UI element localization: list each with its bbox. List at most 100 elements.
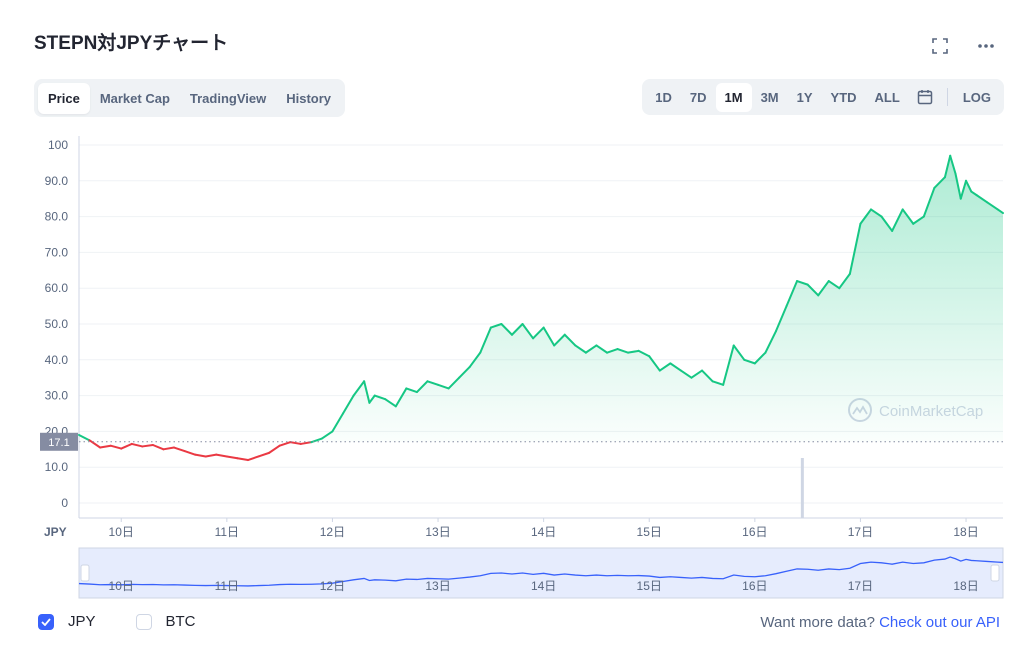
price-line-segment xyxy=(278,441,292,447)
price-line-segment xyxy=(959,179,968,200)
range-1m[interactable]: 1M xyxy=(715,82,752,112)
range-ytd[interactable]: YTD xyxy=(830,89,857,105)
x-tick-label: 17日 xyxy=(848,525,873,539)
navigator-tick-label: 14日 xyxy=(531,579,556,593)
legend-btc-label: BTC xyxy=(165,613,196,630)
range-7d[interactable]: 7D xyxy=(689,89,707,105)
price-line-segment xyxy=(711,380,725,386)
legend-btc[interactable]: BTC xyxy=(135,613,196,630)
calendar-icon[interactable] xyxy=(909,83,941,111)
price-line-segment xyxy=(257,451,271,458)
price-line-segment xyxy=(870,208,883,218)
fullscreen-icon[interactable] xyxy=(930,36,950,56)
price-line-segment xyxy=(141,444,154,448)
price-line-segment xyxy=(806,283,820,297)
price-line-segment xyxy=(679,369,693,379)
navigator-handle-left[interactable] xyxy=(80,564,90,582)
price-line-segment xyxy=(943,154,952,179)
range-divider xyxy=(946,88,948,106)
legend-jpy[interactable]: JPY xyxy=(38,613,96,630)
jpy-checkbox[interactable] xyxy=(38,613,54,630)
price-line-segment xyxy=(447,376,461,390)
price-area-fill xyxy=(79,155,1003,442)
price-line-segment xyxy=(363,380,371,404)
price-line-segment xyxy=(532,326,545,340)
price-line-segment xyxy=(965,179,973,193)
price-line-segment xyxy=(373,394,387,401)
x-tick-label: 11日 xyxy=(215,525,239,539)
api-link[interactable]: Check out our API xyxy=(879,614,1000,631)
time-range-selector: 1D 7D 1M 3M 1Y YTD ALL LOG xyxy=(642,79,1004,115)
x-tick-label: 15日 xyxy=(637,525,662,539)
legend-jpy-label: JPY xyxy=(68,613,96,630)
navigator-tick-label: 15日 xyxy=(637,579,662,593)
price-line-segment xyxy=(975,194,989,204)
btc-checkbox[interactable] xyxy=(135,613,152,630)
price-line-segment xyxy=(542,326,556,347)
price-line-segment xyxy=(225,455,239,460)
y-tick-label: 60.0 xyxy=(45,281,69,295)
y-tick-label: 10.0 xyxy=(45,460,69,474)
price-line-segment xyxy=(289,441,302,445)
chart-toolbar-icons xyxy=(930,36,996,56)
price-line-segment xyxy=(437,383,450,390)
price-line-segment xyxy=(817,280,830,297)
price-line-segment xyxy=(848,222,862,275)
price-line-segment xyxy=(949,154,957,175)
price-line-segment xyxy=(606,348,619,354)
price-line-segment xyxy=(764,330,777,354)
price-line-segment xyxy=(584,344,598,354)
range-all[interactable]: ALL xyxy=(874,89,900,105)
y-tick-label: 100 xyxy=(48,138,68,152)
price-line-segment xyxy=(88,439,102,449)
price-line-segment xyxy=(109,444,123,450)
volume-bar xyxy=(800,458,804,518)
navigator-tick-label: 12日 xyxy=(320,579,345,593)
navigator-handle-right[interactable] xyxy=(990,564,1000,582)
price-line-segment xyxy=(563,333,577,347)
range-1y[interactable]: 1Y xyxy=(796,89,813,105)
navigator-tick-label: 13日 xyxy=(425,579,450,593)
price-line-segment xyxy=(864,208,872,218)
navigator-tick-label: 10日 xyxy=(109,579,134,593)
navigator-tick-label: 11日 xyxy=(215,579,239,593)
price-line-segment xyxy=(722,344,735,386)
price-line-segment xyxy=(880,215,894,232)
price-line-segment xyxy=(986,201,999,211)
navigator-tick-label: 17日 xyxy=(848,579,873,593)
currency-label: JPY xyxy=(44,525,67,539)
tab-price[interactable]: Price xyxy=(38,82,90,114)
price-line-segment xyxy=(394,387,408,408)
price-line-segment xyxy=(236,457,249,462)
chart-type-tabs: Price Market Cap TradingView History xyxy=(34,79,346,117)
more-icon[interactable] xyxy=(976,36,996,56)
price-line-segment xyxy=(268,444,281,454)
price-line-segment xyxy=(732,344,746,361)
log-toggle[interactable]: LOG xyxy=(962,89,991,105)
price-line-segment xyxy=(299,441,313,445)
price-line-segment xyxy=(162,446,176,451)
tab-history[interactable]: History xyxy=(286,90,332,106)
price-line-segment xyxy=(500,323,513,336)
navigator-tick-label: 18日 xyxy=(953,579,978,593)
price-line-segment xyxy=(489,323,503,329)
range-3m[interactable]: 3M xyxy=(760,89,779,105)
price-line-segment xyxy=(415,380,429,394)
price-line-segment xyxy=(838,272,851,290)
price-line-segment xyxy=(468,351,482,368)
y-tick-label: 30.0 xyxy=(45,389,69,403)
price-line-segment xyxy=(151,444,165,451)
price-line-segment xyxy=(120,442,133,450)
tab-tradingview[interactable]: TradingView xyxy=(189,90,267,106)
price-line-segment xyxy=(912,215,925,225)
price-line-segment xyxy=(183,450,197,456)
price-line-segment xyxy=(701,369,714,383)
price-line-segment xyxy=(743,358,756,365)
price-line-segment xyxy=(690,369,704,379)
range-1d[interactable]: 1D xyxy=(655,89,672,105)
price-line-segment xyxy=(891,208,904,232)
price-line-segment xyxy=(246,455,260,462)
baseline-badge xyxy=(40,432,78,451)
price-line-segment xyxy=(342,394,355,415)
tab-market-cap[interactable]: Market Cap xyxy=(99,90,170,106)
